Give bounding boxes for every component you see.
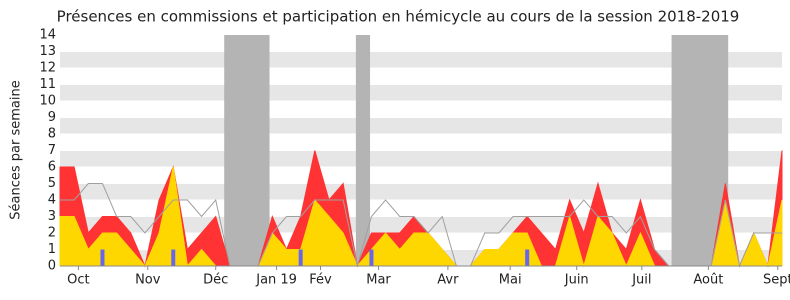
y-tick-label: 8 — [48, 127, 56, 142]
y-tick-label: 12 — [39, 61, 56, 76]
y-tick-label: 6 — [48, 160, 56, 175]
y-tick-label: 3 — [48, 209, 56, 224]
x-tick-label: Sept — [763, 273, 790, 288]
y-tick-label: 14 — [39, 28, 56, 43]
x-tick-label: Mai — [499, 273, 522, 288]
y-axis-label: Séances par semaine — [9, 80, 24, 219]
y-tick-label: 10 — [39, 94, 56, 109]
chart-title: Présences en commissions et participatio… — [57, 8, 740, 26]
x-tick-label: Juil — [631, 273, 651, 288]
question-bar — [525, 249, 530, 266]
x-tick-label: Oct — [67, 273, 89, 288]
x-tick-label: Mar — [366, 273, 391, 288]
question-bar — [369, 249, 374, 266]
y-tick-label: 4 — [48, 193, 56, 208]
y-tick-label: 5 — [48, 176, 56, 191]
x-tick-label: Juin — [564, 273, 589, 288]
x-tick-label: Fév — [309, 273, 332, 288]
vacation-band — [224, 35, 270, 266]
x-tick-label: Jan 19 — [255, 273, 297, 288]
question-bar — [171, 249, 176, 266]
y-tick-label: 13 — [39, 44, 56, 59]
x-tick-label: Août — [693, 273, 723, 288]
y-tick-label: 1 — [48, 242, 56, 257]
y-tick-label: 0 — [48, 259, 56, 274]
x-tick-label: Déc — [203, 273, 228, 288]
y-tick-label: 9 — [48, 110, 56, 125]
question-bar — [298, 249, 303, 266]
x-tick-label: Nov — [135, 273, 161, 288]
y-tick-label: 7 — [48, 143, 56, 158]
question-bar — [100, 249, 105, 266]
y-tick-label: 11 — [39, 77, 56, 92]
y-tick-label: 2 — [48, 226, 56, 241]
vacation-band — [355, 35, 371, 266]
x-tick-label: Avr — [437, 273, 459, 288]
line — [60, 183, 782, 268]
